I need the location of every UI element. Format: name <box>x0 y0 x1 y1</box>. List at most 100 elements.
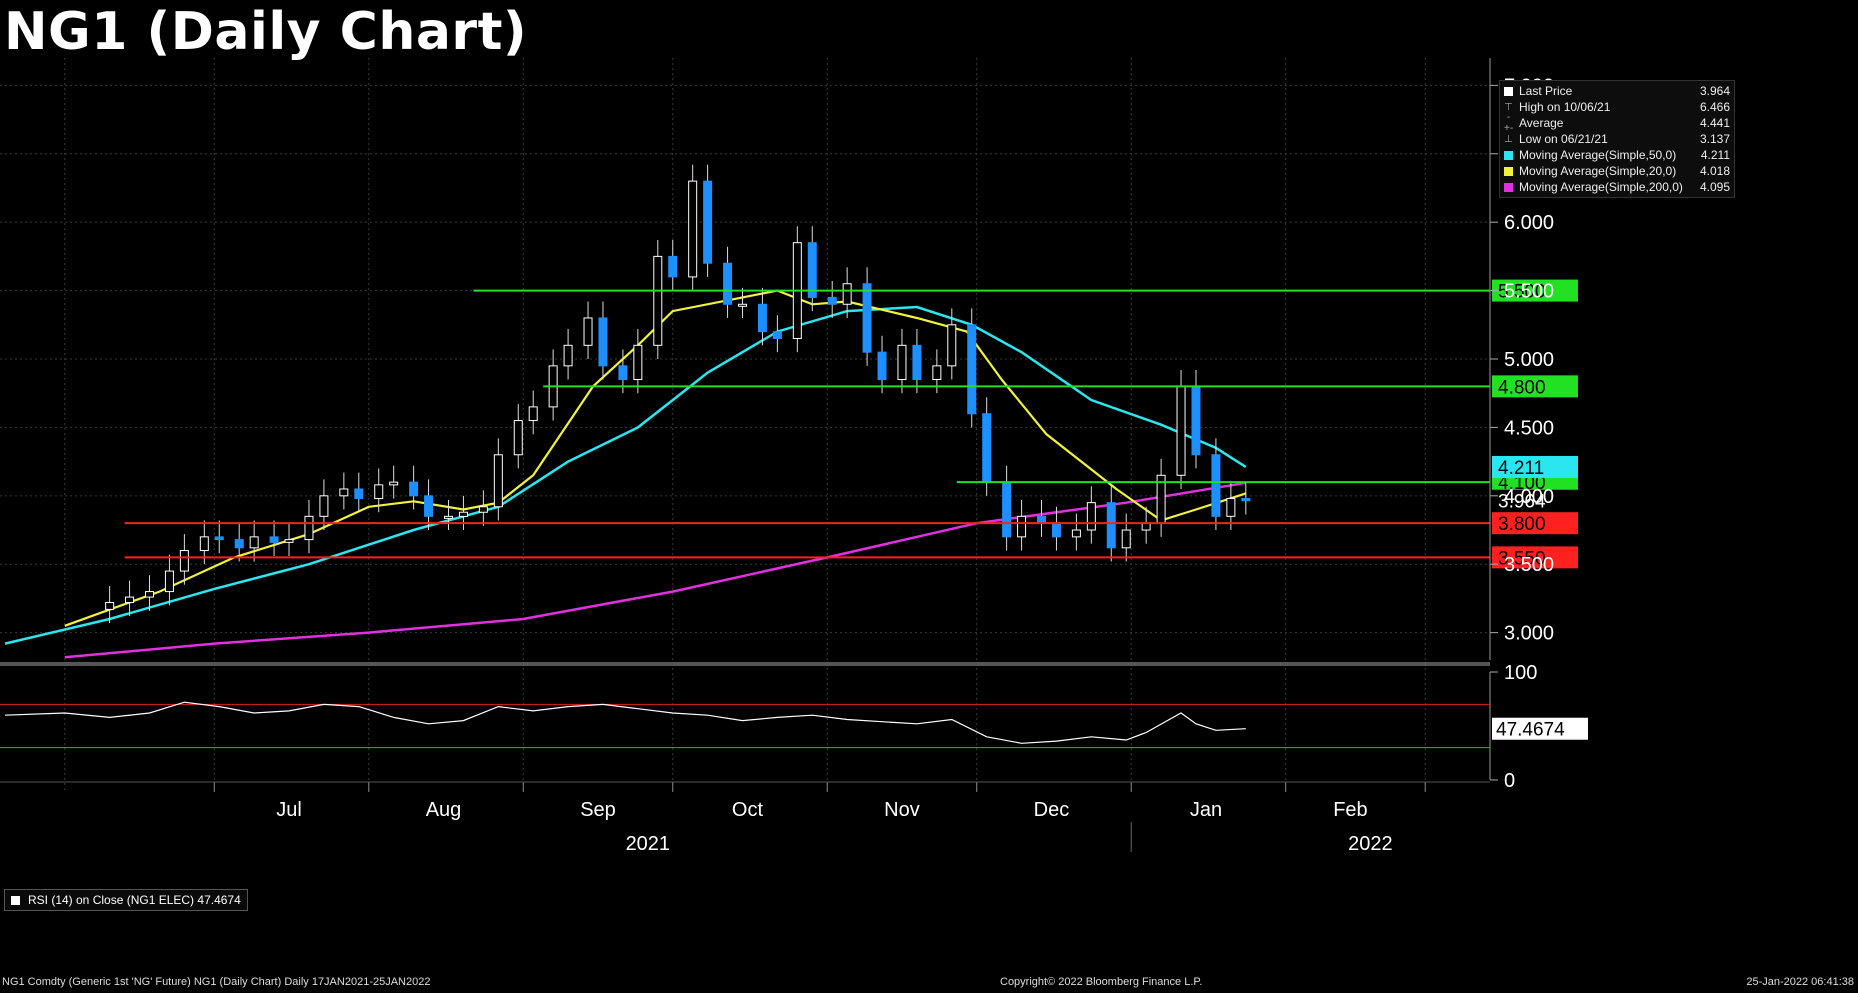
sma-50-series <box>4 305 1247 645</box>
y-tick-label: 5.500 <box>1504 281 1554 303</box>
rsi-value-label: 47.4674 <box>1496 720 1565 741</box>
sma-200-line <box>64 481 1247 659</box>
footer-timestamp: 25-Jan-2022 06:41:38 <box>1746 976 1854 988</box>
candle-body <box>339 488 349 497</box>
legend-item: Last Price 3.964 <box>1504 83 1730 99</box>
candle-body <box>1002 481 1012 538</box>
candle-body <box>144 591 154 598</box>
legend-swatch <box>1504 86 1513 96</box>
candle-body <box>723 262 733 305</box>
y-tick-label: 3.000 <box>1504 623 1554 645</box>
y-tick-label: 3.500 <box>1504 554 1554 576</box>
average-marker-icon: -+- <box>1504 112 1514 134</box>
candle-body <box>967 324 977 415</box>
low-marker-icon: ⊥ <box>1504 133 1513 145</box>
candle-body <box>633 344 643 381</box>
candle-body <box>772 331 782 339</box>
candle-body <box>827 296 837 305</box>
rsi-value-tag <box>1492 717 1588 740</box>
legend-label: Moving Average(Simple,50,0) <box>1519 148 1677 162</box>
rsi-swatch <box>11 895 20 905</box>
candle-body <box>304 515 314 541</box>
legend-value: 3.964 <box>1699 84 1730 98</box>
footer-source: NG1 Comdty (Generic 1st 'NG' Future) NG1… <box>2 976 431 988</box>
legend-value: 3.137 <box>1699 132 1730 146</box>
level-tag-label: 4.800 <box>1498 377 1546 398</box>
candle-body <box>234 539 244 549</box>
candle-body <box>1191 385 1201 456</box>
rsi-legend: RSI (14) on Close (NG1 ELEC) 47.4674 <box>4 889 248 911</box>
candle-body <box>125 596 135 604</box>
legend-swatch <box>1504 150 1513 160</box>
legend-item: Moving Average(Simple,20,0) 4.018 <box>1504 163 1730 179</box>
candle-body <box>458 511 468 517</box>
level-tag-label: 3.800 <box>1498 514 1546 535</box>
panel-separator <box>0 662 1490 666</box>
sma50-tag <box>1492 455 1578 478</box>
high-marker-icon: ⊤ <box>1504 101 1513 113</box>
candle-body <box>1086 502 1096 531</box>
last-price-label: 3.964 <box>1498 492 1546 513</box>
legend-item: -+- Average 4.441 <box>1504 112 1730 134</box>
rsi-label: RSI (14) on Close (NG1 ELEC) 47.4674 <box>28 893 241 907</box>
level-tag <box>1492 512 1578 535</box>
candle-body <box>668 255 678 278</box>
candle-body <box>877 351 887 381</box>
level-tag-label: 5.500 <box>1498 282 1546 303</box>
page-title: NG1 (Daily Chart) <box>4 2 528 62</box>
candle-body <box>1071 529 1081 538</box>
legend-label: Last Price <box>1519 84 1573 98</box>
candle-body <box>932 365 942 381</box>
level-lines: 5.500 4.800 4.100 3.800 3.550 3.964 4.211 <box>124 279 1578 569</box>
legend-label: High on 10/06/21 <box>1519 100 1611 114</box>
candle-body <box>319 495 329 517</box>
candle-body <box>703 180 713 264</box>
candle-body <box>513 420 523 456</box>
legend-item: Moving Average(Simple,50,0) 4.211 <box>1504 147 1730 163</box>
x-tick-label: Dec <box>1034 799 1070 821</box>
candle-body <box>199 536 209 552</box>
candle-body <box>688 180 698 278</box>
legend-value: 4.095 <box>1699 180 1730 194</box>
rsi-panel: 0 100 47.4674 <box>0 662 1588 792</box>
rsi-y-tick-label: 0 <box>1504 770 1515 792</box>
candle-body <box>1241 498 1251 502</box>
candle-body <box>842 283 852 305</box>
sma-200-series <box>64 481 1247 659</box>
x-tick-label: Oct <box>732 799 764 821</box>
candle-body <box>409 481 419 497</box>
level-tag-label: 4.100 <box>1498 473 1546 494</box>
candle-body <box>618 365 628 381</box>
candle-body <box>105 602 115 610</box>
legend-item: ⊥ Low on 06/21/21 3.137 <box>1504 131 1730 147</box>
chart-legend: Last Price 3.964 ⊤ High on 10/06/21 6.466 -… <box>1499 80 1735 198</box>
level-tag <box>1492 279 1578 302</box>
candle-body <box>249 536 259 549</box>
candle-body <box>269 536 279 543</box>
candle-body <box>164 570 174 593</box>
candle-body <box>424 495 434 517</box>
legend-label: Low on 06/21/21 <box>1519 132 1608 146</box>
candle-body <box>982 413 992 483</box>
legend-item: ⊤ High on 10/06/21 6.466 <box>1504 99 1730 115</box>
candle-body <box>1106 502 1116 549</box>
candle-body <box>284 539 294 543</box>
x-tick-label: Feb <box>1333 799 1367 821</box>
candle-body <box>757 303 767 333</box>
x-tick-label: Jul <box>276 799 302 821</box>
sma50-tag-label: 4.211 <box>1498 458 1544 479</box>
candle-body <box>598 317 608 367</box>
level-tag-label: 3.550 <box>1498 548 1546 569</box>
candle-body <box>214 536 224 541</box>
price-series <box>105 164 1251 624</box>
x-tick-label: Nov <box>884 799 920 821</box>
candle-body <box>528 406 538 422</box>
candle-body <box>862 283 872 353</box>
y-tick-label: 6.000 <box>1504 212 1554 234</box>
legend-swatch <box>1504 182 1513 192</box>
candle-body <box>947 324 957 367</box>
candle-body <box>493 454 503 508</box>
candle-body <box>1121 529 1131 549</box>
x-tick-label: Sep <box>580 799 616 821</box>
